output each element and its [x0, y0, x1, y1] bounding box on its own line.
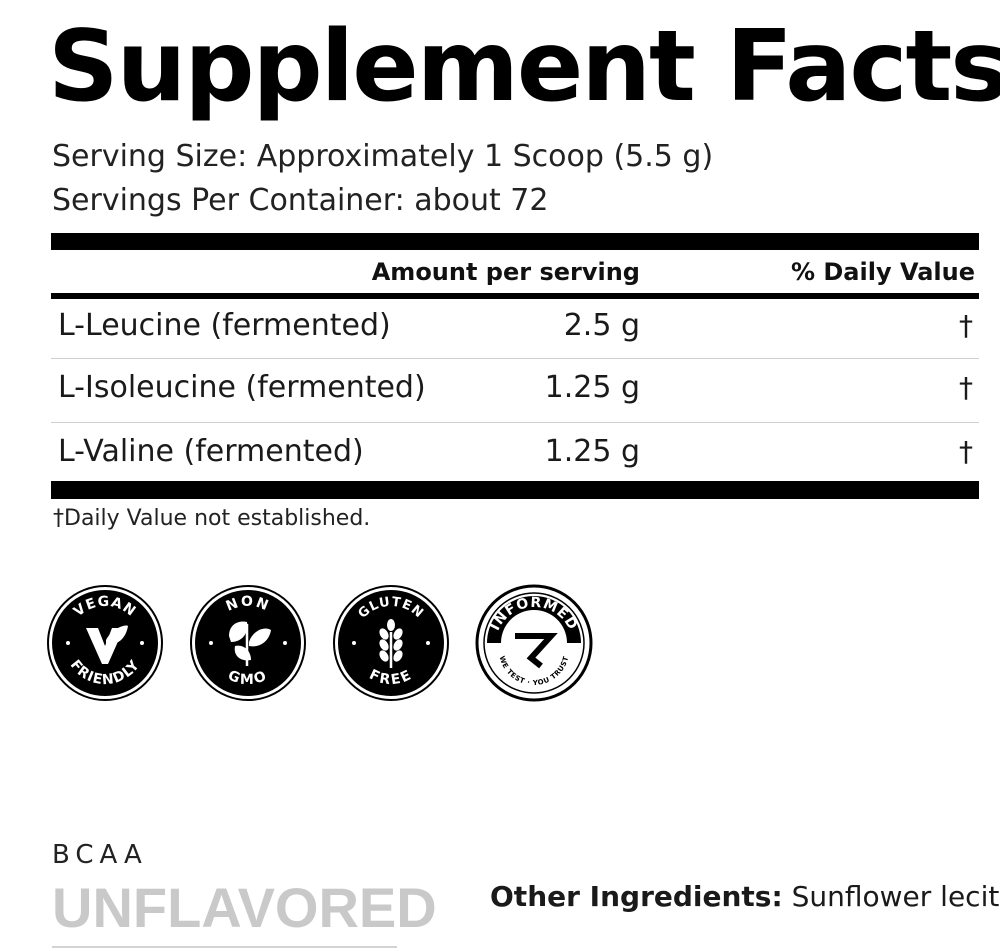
nutrient-amount: 1.25 g — [544, 434, 640, 469]
daily-value-footnote: †Daily Value not established. — [53, 506, 371, 531]
amount-header: Amount per serving — [371, 258, 640, 286]
nutrient-amount: 1.25 g — [544, 370, 640, 405]
nutrient-amount: 2.5 g — [563, 308, 640, 343]
row-divider — [51, 358, 979, 359]
header-divider — [51, 293, 979, 299]
daily-value-header: % Daily Value — [790, 258, 975, 286]
supplement-facts-title: Supplement Facts — [48, 10, 1000, 124]
badge-top-text: NON — [224, 594, 271, 615]
non-gmo-badge-icon: NON GMO — [190, 585, 306, 701]
badge-bottom-text: GMO — [226, 668, 269, 688]
informed-badge: INFORMED WE TEST · YOU TRUST — [475, 584, 593, 702]
informed-badge-icon: INFORMED WE TEST · YOU TRUST — [475, 584, 593, 702]
gluten-free-badge-icon: GLUTEN FREE — [333, 585, 449, 701]
servings-per-container: Servings Per Container: about 72 — [52, 183, 549, 218]
other-ingredients-value: Sunflower lecithin — [791, 880, 1000, 913]
svg-text:NON: NON — [224, 594, 273, 615]
row-divider — [51, 422, 979, 423]
nutrient-name: L-Valine (fermented) — [58, 434, 364, 469]
badge-bottom-text: FREE — [367, 667, 414, 689]
other-ingredients-label: Other Ingredients: — [490, 880, 783, 913]
other-ingredients: Other Ingredients: Sunflower lecithin — [490, 883, 1000, 911]
nutrient-daily-value: † — [959, 309, 973, 342]
nutrient-daily-value: † — [959, 435, 973, 468]
nutrient-name: L-Isoleucine (fermented) — [58, 370, 426, 405]
product-line: BCAA — [52, 840, 148, 870]
top-thick-divider — [51, 233, 979, 250]
nutrient-name: L-Leucine (fermented) — [58, 308, 391, 343]
flavor-name: UNFLAVORED — [52, 876, 437, 939]
gluten-free-badge: GLUTEN FREE — [332, 584, 450, 702]
nutrient-daily-value: † — [959, 371, 973, 404]
non-gmo-badge: NON GMO — [189, 584, 307, 702]
svg-text:FREE: FREE — [367, 667, 416, 689]
vegan-friendly-badge: VEGAN FRIENDLY — [46, 584, 164, 702]
svg-text:GMO: GMO — [226, 668, 271, 688]
serving-size: Serving Size: Approximately 1 Scoop (5.5… — [52, 139, 714, 174]
vegan-friendly-badge-icon: VEGAN FRIENDLY — [47, 585, 163, 701]
flavor-underline — [52, 946, 397, 948]
bottom-thick-divider — [51, 481, 979, 499]
